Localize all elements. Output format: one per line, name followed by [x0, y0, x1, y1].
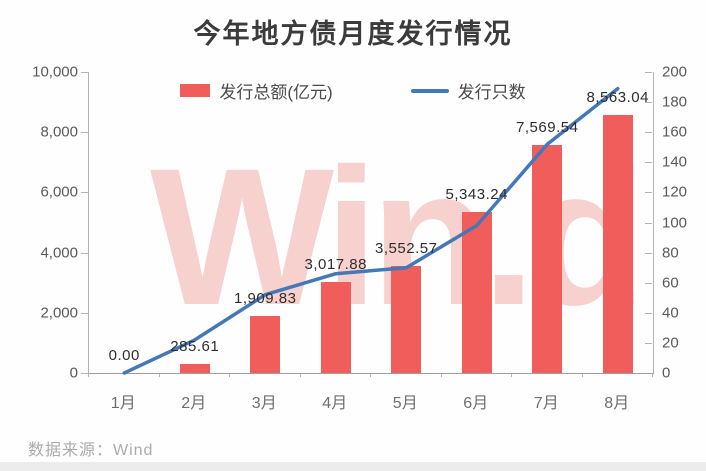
bar-3月: [250, 315, 281, 373]
bar-5月: [391, 266, 422, 373]
x-axis-label-4月: 4月: [322, 395, 348, 412]
right-axis-tick-label: 160: [662, 123, 688, 141]
x-axis-label-8月: 8月: [604, 395, 630, 412]
right-axis-tickmark: [645, 252, 652, 254]
x-axis-tickmark: [511, 373, 512, 377]
bar-value-label: 3,017.88: [304, 256, 367, 274]
bar-value-label: 3,552.57: [375, 240, 438, 258]
bar-6月: [461, 212, 492, 373]
right-axis-tickmark: [645, 342, 652, 344]
left-axis-tick-label: 0: [69, 364, 78, 382]
right-axis-tick-label: 180: [662, 93, 688, 111]
x-axis-tickmark: [581, 373, 583, 377]
bar-value-label: 0.00: [108, 347, 140, 364]
x-axis-label-2月: 2月: [181, 395, 207, 412]
right-axis-tickmark: [645, 162, 652, 164]
bar-4月: [320, 282, 351, 373]
right-axis-tickmark: [645, 102, 652, 104]
left-axis-tick-label: 10,000: [32, 63, 78, 81]
x-axis-tickmark: [299, 373, 301, 377]
x-axis-tickmark: [652, 373, 653, 377]
right-axis-tick-label: 80: [662, 244, 679, 262]
x-axis-tickmark: [440, 373, 442, 377]
issue-count-line: [122, 86, 620, 375]
right-axis-tickmark: [645, 282, 652, 284]
bottom-strip: [0, 462, 706, 471]
legend-label-issue-count: 发行只数: [457, 83, 526, 102]
legend: 发行总额(亿元) 发行只数: [0, 78, 706, 103]
bar-value-label: 7,569.54: [516, 119, 579, 137]
right-axis-tickmark: [645, 132, 652, 134]
x-axis-label-3月: 3月: [251, 395, 277, 412]
x-axis-tickmark: [88, 373, 89, 377]
left-axis-tickmark: [81, 373, 88, 374]
left-axis-tickmark: [81, 252, 88, 254]
right-axis-tickmark: [645, 192, 652, 194]
right-axis-tick-label: 40: [662, 304, 679, 322]
legend-label-issuance-total: 发行总额(亿元): [219, 83, 333, 102]
left-axis-tickmark: [81, 192, 88, 194]
plot-area: 0.00 285.61 1,909.83 3,017.88 3,552.57 5,343.…: [88, 72, 654, 375]
right-axis-tick-label: 0: [662, 364, 671, 382]
right-axis-tick-label: 60: [662, 274, 679, 292]
bar-value-label: 1,909.83: [234, 289, 297, 307]
left-axis-tick-label: 2,000: [40, 304, 78, 322]
data-source-caption: 数据来源：Wind: [28, 442, 154, 459]
legend-item-issuance-total: 发行总额(亿元): [180, 78, 333, 103]
x-axis-tickmark: [229, 373, 230, 377]
x-axis-label-1月: 1月: [110, 395, 136, 412]
right-axis-tick-label: 100: [662, 214, 688, 231]
right-axis-tick-label: 140: [662, 153, 688, 171]
bar-value-label: 285.61: [170, 338, 220, 356]
line-series-swatch: [410, 88, 449, 93]
x-axis-label-5月: 5月: [392, 395, 418, 412]
x-axis-label-6月: 6月: [463, 395, 489, 412]
bar-value-label: 5,343.24: [445, 186, 508, 204]
left-axis-tickmark: [81, 132, 88, 134]
legend-item-issue-count: 发行只数: [410, 78, 526, 103]
x-axis-tickmark: [158, 373, 160, 377]
right-axis-tick-label: 120: [662, 183, 688, 201]
chart-title: 今年地方债月度发行情况: [193, 19, 513, 49]
left-axis-tick-label: 4,000: [40, 244, 78, 262]
left-axis-tick-label: 8,000: [40, 123, 78, 141]
right-axis-tickmark: [645, 312, 652, 314]
right-axis-tick-label: 20: [662, 334, 679, 352]
right-axis-tick-label: 200: [662, 63, 688, 81]
bar-8月: [602, 115, 633, 373]
left-axis-tickmark: [81, 72, 88, 73]
left-axis-tickmark: [81, 312, 88, 314]
right-axis-tickmark: [645, 72, 652, 73]
bar-2月: [179, 364, 210, 373]
bar-value-label: 8,563.04: [586, 89, 649, 107]
bar-series-swatch: [180, 84, 211, 97]
bar-7月: [532, 145, 563, 373]
left-axis-tick-label: 6,000: [40, 183, 78, 201]
x-axis-tickmark: [370, 373, 371, 377]
x-axis-label-7月: 7月: [533, 395, 559, 412]
right-axis-tickmark: [645, 222, 652, 224]
